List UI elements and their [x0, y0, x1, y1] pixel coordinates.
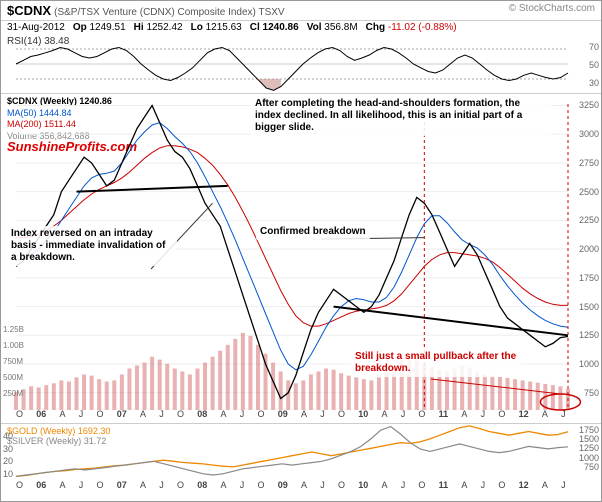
chart-container: $CDNX (S&P/TSX Venture (CDNX) Composite … [0, 0, 602, 502]
ticker-symbol: $CDNX [7, 3, 51, 18]
annotation-top: After completing the head-and-shoulders … [251, 96, 551, 136]
rsi-panel: RSI(14) 38.48 70 50 30 [1, 34, 601, 94]
ohlc-row: 31-Aug-2012 Op 1249.51 Hi 1252.42 Lo 121… [1, 21, 601, 34]
source-credit: © StockCharts.com [509, 3, 595, 18]
annotation-center: Confirmed breakdown [256, 224, 370, 240]
rsi-chart [1, 34, 602, 94]
date-label: 31-Aug-2012 [7, 22, 65, 33]
x-axis-gold: O06AJO07AJO08AJO09AJO10AJO11AJO12AJ [1, 480, 601, 494]
chart-header: $CDNX (S&P/TSX Venture (CDNX) Composite … [1, 1, 601, 21]
main-panel: $CDNX (Weekly) 1240.86 MA(50) 1444.84 MA… [1, 94, 601, 424]
annotation-left: Index reversed on an intraday basis - im… [7, 226, 177, 266]
x-axis-main: O06AJO07AJO08AJO09AJO10AJO11AJO12AJ [1, 409, 601, 423]
ticker-subtitle: (S&P/TSX Venture (CDNX) Composite Index)… [54, 7, 284, 18]
gold-panel: $GOLD (Weekly) 1692.30 $SILVER (Weekly) … [1, 424, 601, 494]
annotation-bottom: Still just a small pullback after the br… [351, 349, 521, 377]
